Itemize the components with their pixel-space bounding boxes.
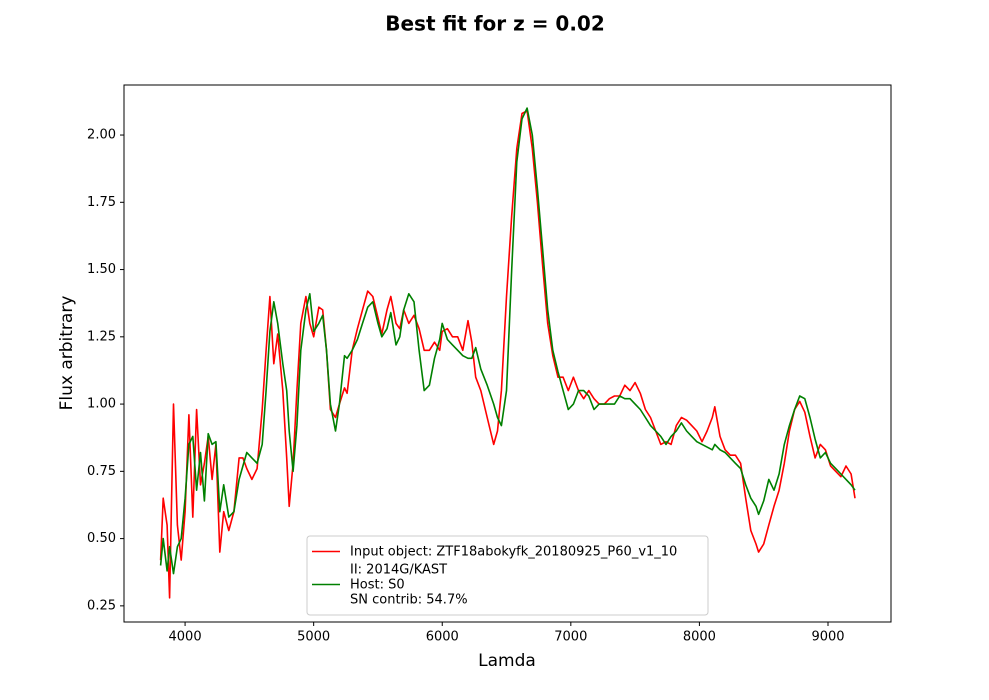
legend-label: Input object: ZTF18abokyfk_20180925_P60_… bbox=[350, 544, 677, 559]
chart-title: Best fit for z = 0.02 bbox=[385, 12, 605, 36]
y-tick-label: 1.25 bbox=[87, 329, 116, 344]
legend: Input object: ZTF18abokyfk_20180925_P60_… bbox=[306, 535, 709, 616]
series-line bbox=[159, 110, 856, 599]
x-tick-label: 9000 bbox=[811, 630, 844, 645]
y-tick-label: 1.00 bbox=[87, 397, 116, 412]
y-tick-label: 0.50 bbox=[87, 531, 116, 546]
y-tick-label: 0.25 bbox=[87, 598, 116, 613]
y-tick-label: 1.75 bbox=[87, 195, 116, 210]
legend-label-line: II: 2014G/KAST bbox=[350, 562, 447, 577]
y-tick-label: 0.75 bbox=[87, 464, 116, 479]
series-line bbox=[159, 107, 856, 575]
legend-label-line: Input object: ZTF18abokyfk_20180925_P60_… bbox=[350, 544, 677, 559]
x-tick-label: 8000 bbox=[683, 630, 716, 645]
legend-label-line: Host: S0 bbox=[350, 577, 405, 592]
x-tick-label: 6000 bbox=[426, 630, 459, 645]
x-tick-label: 5000 bbox=[297, 630, 330, 645]
x-tick-label: 4000 bbox=[169, 630, 202, 645]
y-tick-label: 1.50 bbox=[87, 262, 116, 277]
x-axis-label: Lamda bbox=[478, 651, 536, 671]
plot-frame bbox=[123, 84, 892, 623]
y-tick-label: 2.00 bbox=[87, 128, 116, 143]
legend-box bbox=[306, 535, 709, 616]
legend-label-line: SN contrib: 54.7% bbox=[350, 592, 468, 607]
x-tick-label: 7000 bbox=[554, 630, 587, 645]
y-axis-label: Flux arbitrary bbox=[57, 296, 77, 411]
legend-label: II: 2014G/KAST Host: S0 SN contrib: 54.7% bbox=[350, 562, 468, 607]
